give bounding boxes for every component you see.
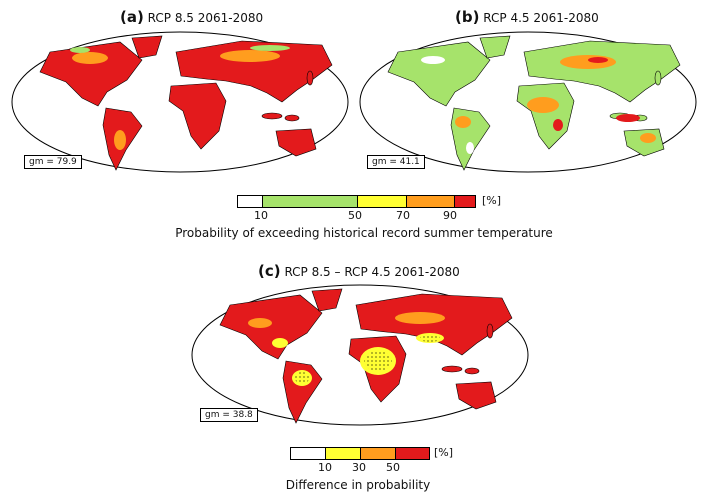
colorbar-segment bbox=[291, 448, 326, 459]
colorbar-segment bbox=[407, 196, 455, 207]
colorbar-segment bbox=[361, 448, 396, 459]
unit-label: [%] bbox=[482, 194, 502, 207]
gm-panel-c: gm = 38.8 bbox=[200, 408, 258, 422]
patches-2 bbox=[70, 45, 290, 53]
colorbar-segment bbox=[238, 196, 263, 207]
colorbar-segment bbox=[455, 196, 475, 207]
gm-panel-a: gm = 79.9 bbox=[24, 155, 82, 169]
tick: 50 bbox=[348, 209, 362, 222]
unit-label: [%] bbox=[434, 446, 454, 459]
colorbar-caption: Probability of exceeding historical reco… bbox=[175, 226, 553, 240]
tick: 10 bbox=[318, 461, 332, 474]
tick: 10 bbox=[254, 209, 268, 222]
colorbar-probability bbox=[237, 195, 476, 208]
tick: 30 bbox=[352, 461, 366, 474]
tick: 50 bbox=[386, 461, 400, 474]
colorbar-segment bbox=[358, 196, 407, 207]
map-panel-a bbox=[11, 31, 349, 173]
map-panel-c bbox=[191, 284, 529, 426]
colorbar-segment bbox=[326, 448, 361, 459]
panel-a-title: (a) RCP 8.5 2061-2080 bbox=[120, 8, 264, 26]
colorbar-difference bbox=[290, 447, 430, 460]
tick: 90 bbox=[443, 209, 457, 222]
colorbar-segment bbox=[396, 448, 429, 459]
panel-b-title: (b) RCP 4.5 2061-2080 bbox=[455, 8, 599, 26]
map-panel-b bbox=[359, 31, 697, 173]
patches bbox=[72, 50, 280, 150]
gm-panel-b: gm = 41.1 bbox=[367, 155, 425, 169]
tick: 70 bbox=[396, 209, 410, 222]
panel-c-title: (c) RCP 8.5 – RCP 4.5 2061-2080 bbox=[258, 262, 460, 280]
colorbar-segment bbox=[263, 196, 358, 207]
colorbar-caption: Difference in probability bbox=[285, 478, 431, 492]
